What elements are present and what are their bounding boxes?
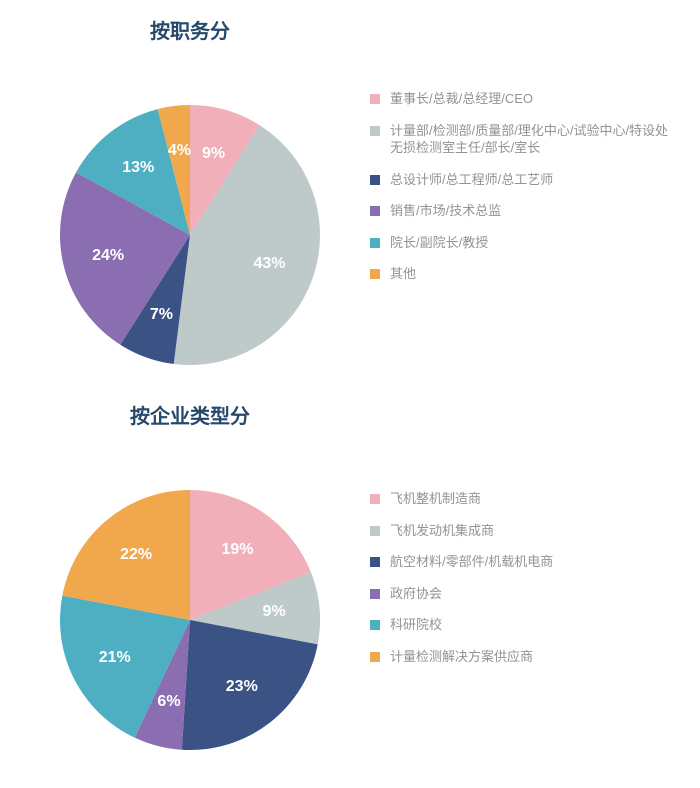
legend-item: 航空材料/零部件/机载机电商	[370, 553, 553, 571]
legend-swatch	[370, 652, 380, 662]
legend-item: 其他	[370, 265, 670, 283]
pie-slice-label: 4%	[168, 142, 191, 160]
legend-item: 飞机发动机集成商	[370, 522, 553, 540]
legend-label: 总设计师/总工程师/总工艺师	[390, 171, 553, 189]
legend-swatch	[370, 175, 380, 185]
chart-block-position: 按职务分 9%43%7%24%13%4% 董事长/总裁/总经理/CEO计量部/检…	[0, 15, 700, 44]
legend-label: 飞机整机制造商	[390, 490, 481, 508]
pie-slice-label: 6%	[157, 693, 180, 711]
legend-label: 飞机发动机集成商	[390, 522, 494, 540]
legend-label: 其他	[390, 265, 416, 283]
legend-item: 院长/副院长/教授	[370, 234, 670, 252]
legend-item: 董事长/总裁/总经理/CEO	[370, 90, 670, 108]
pie-svg	[40, 85, 340, 385]
legend-swatch	[370, 589, 380, 599]
legend-swatch	[370, 620, 380, 630]
legend-swatch	[370, 269, 380, 279]
legend-swatch	[370, 94, 380, 104]
pie-slice-label: 19%	[221, 541, 253, 559]
legend-position: 董事长/总裁/总经理/CEO 计量部/检测部/质量部/理化中心/试验中心/特设处无…	[370, 90, 670, 297]
legend-item: 飞机整机制造商	[370, 490, 553, 508]
chart-title-position: 按职务分	[40, 15, 340, 44]
legend-item: 销售/市场/技术总监	[370, 202, 670, 220]
legend-item: 总设计师/总工程师/总工艺师	[370, 171, 670, 189]
pie-chart-enterprise: 19% 9% 23% 6% 21% 22%	[40, 470, 340, 770]
legend-label: 销售/市场/技术总监	[390, 202, 501, 220]
legend-label: 航空材料/零部件/机载机电商	[390, 553, 553, 571]
legend-swatch	[370, 206, 380, 216]
chart-title-enterprise: 按企业类型分	[40, 400, 340, 429]
pie-slice-label: 43%	[253, 255, 285, 273]
pie-slice-label: 9%	[202, 145, 225, 163]
pie-slice-label: 9%	[263, 603, 286, 621]
pie-slice-label: 13%	[122, 159, 154, 177]
legend-label: 院长/副院长/教授	[390, 234, 488, 252]
legend-swatch	[370, 526, 380, 536]
pie-slice-label: 21%	[99, 649, 131, 667]
legend-item: 政府协会	[370, 585, 553, 603]
legend-item: 计量检测解决方案供应商	[370, 648, 553, 666]
legend-enterprise: 飞机整机制造商飞机发动机集成商航空材料/零部件/机载机电商政府协会科研院校计量检…	[370, 490, 553, 679]
legend-label: 董事长/总裁/总经理/CEO	[390, 90, 533, 108]
legend-swatch	[370, 494, 380, 504]
chart-block-enterprise: 按企业类型分 19%9%23%6%21%22% 飞机整机制造商飞机发动机集成商航…	[0, 400, 700, 429]
legend-swatch	[370, 238, 380, 248]
legend-swatch	[370, 126, 380, 136]
legend-label: 计量检测解决方案供应商	[390, 648, 533, 666]
pie-svg	[40, 470, 340, 770]
pie-slice-label: 22%	[120, 546, 152, 564]
legend-label: 科研院校	[390, 616, 442, 634]
pie-slice-label: 23%	[226, 678, 258, 696]
legend-label: 计量部/检测部/质量部/理化中心/试验中心/特设处无损检测室主任/部长/室长	[390, 122, 670, 157]
pie-slice-label: 24%	[92, 247, 124, 265]
pie-slice-label: 7%	[150, 306, 173, 324]
pie-chart-position: 9% 43% 7% 24% 13% 4%	[40, 85, 340, 385]
legend-item: 科研院校	[370, 616, 553, 634]
legend-item: 计量部/检测部/质量部/理化中心/试验中心/特设处无损检测室主任/部长/室长	[370, 122, 670, 157]
legend-swatch	[370, 557, 380, 567]
legend-label: 政府协会	[390, 585, 442, 603]
page: 按职务分 9% 43% 7% 24% 13% 4% 董事长/总裁/总经理/CEO 计量部/检…	[0, 0, 700, 788]
